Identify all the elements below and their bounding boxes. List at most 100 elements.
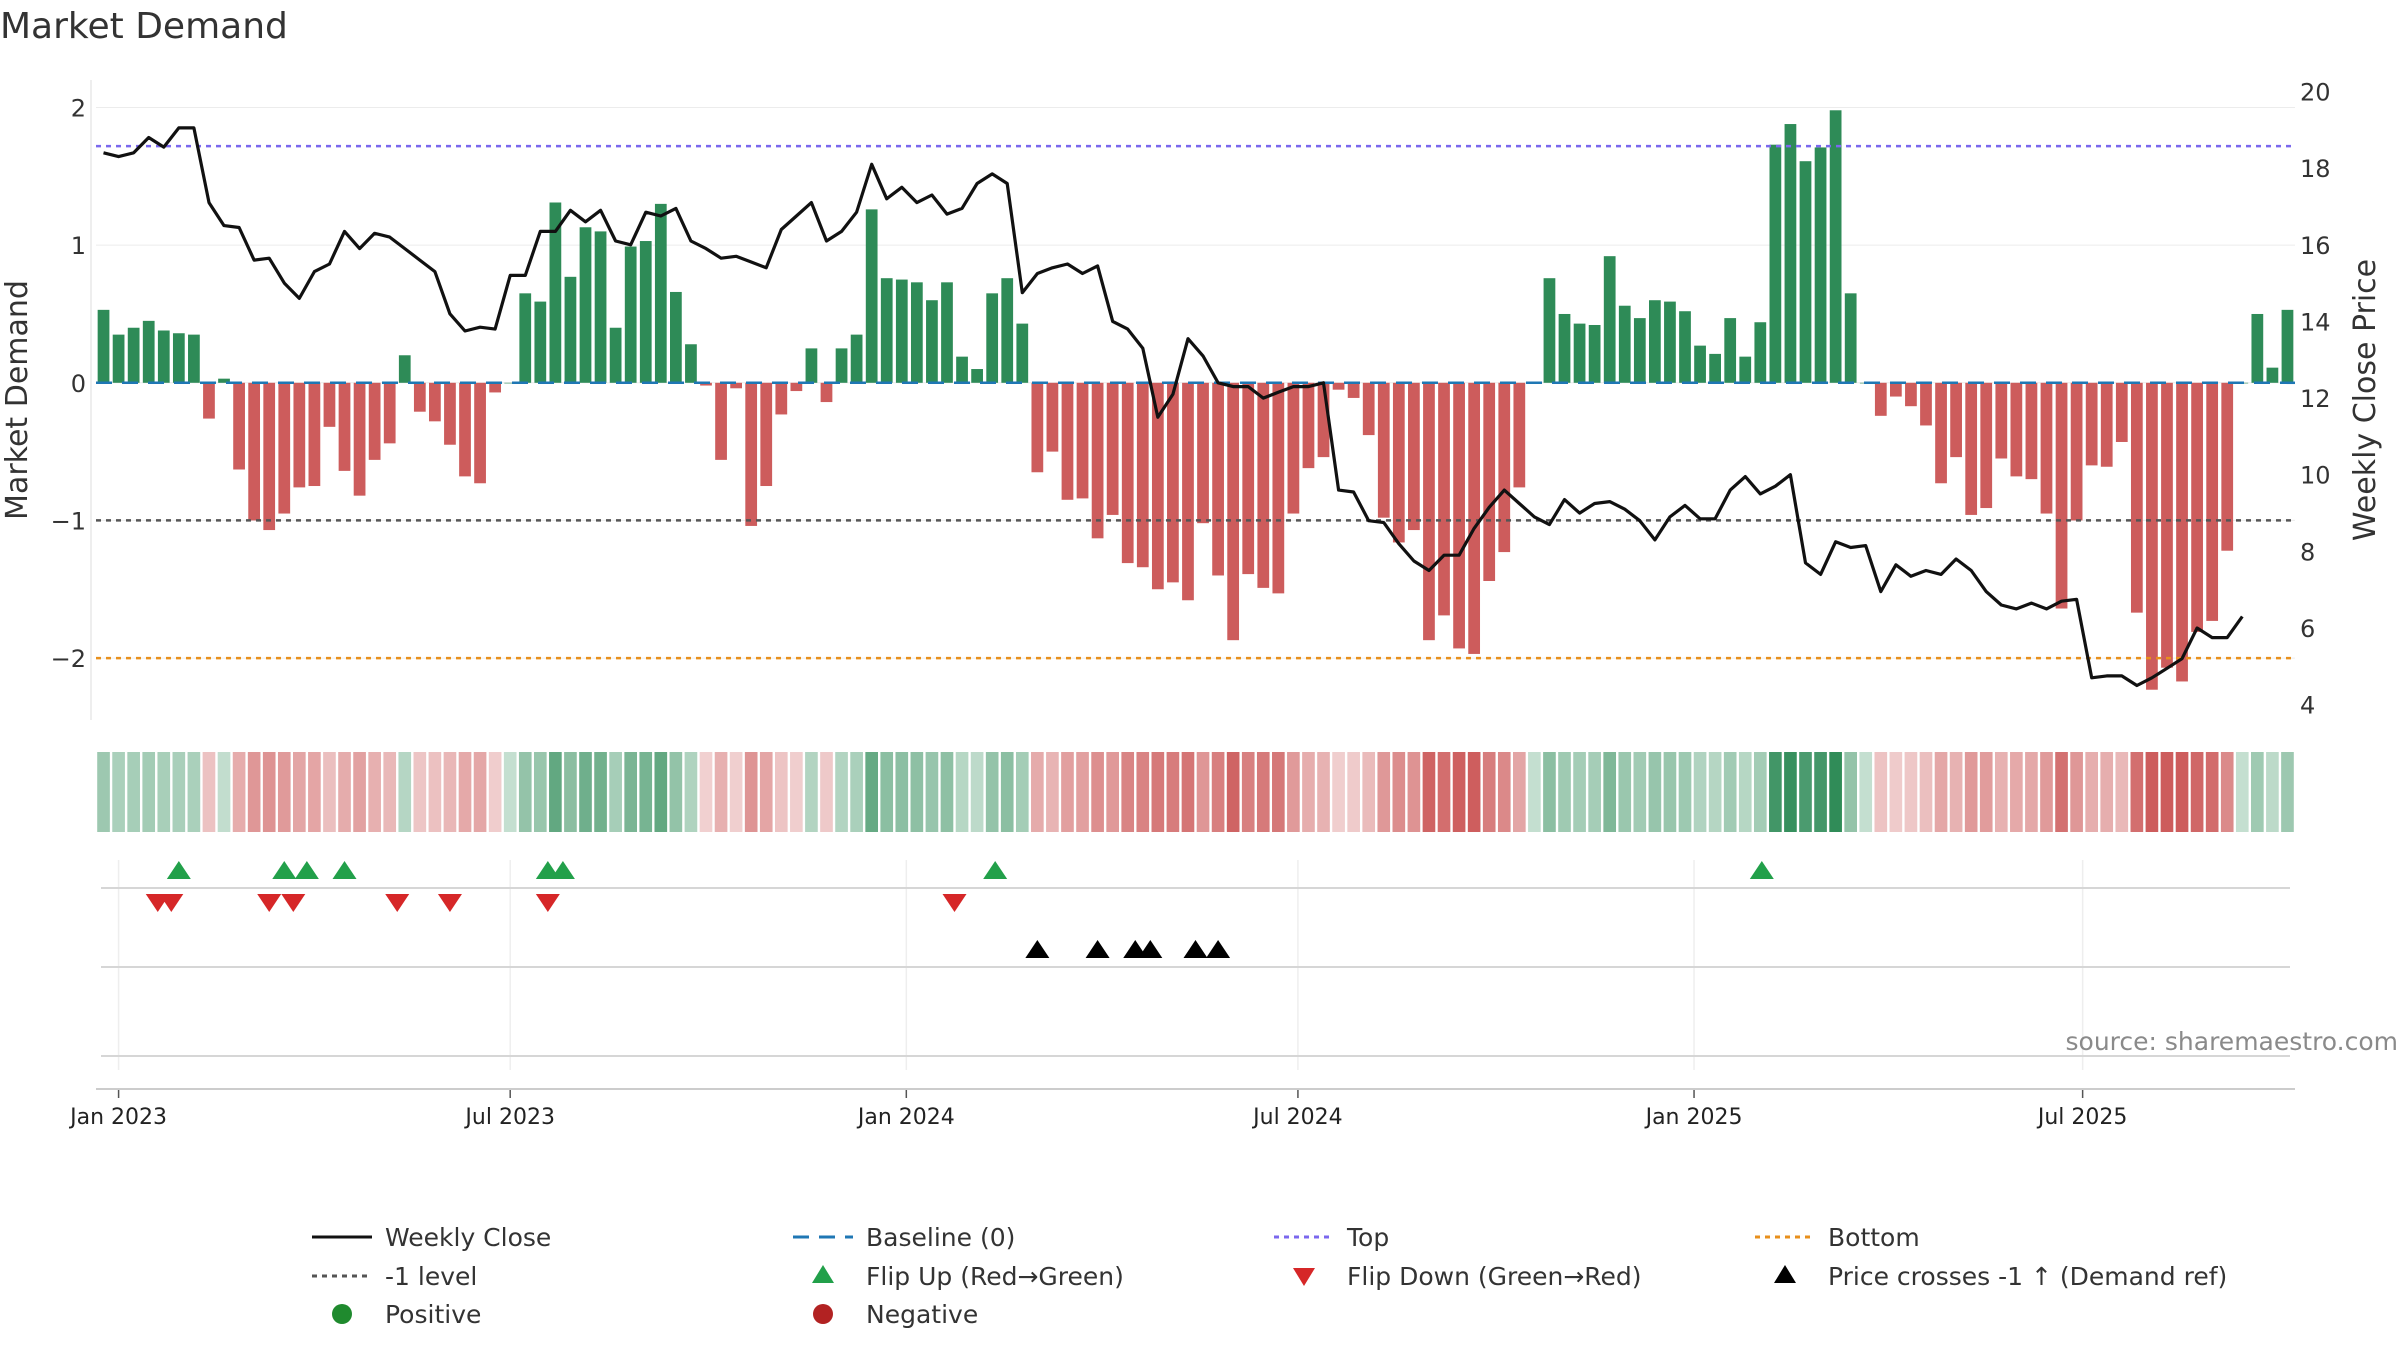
heat-cell (880, 752, 894, 832)
heat-cell (308, 752, 321, 832)
demand-bar (2221, 382, 2234, 551)
heat-cell (1467, 752, 1481, 832)
date-tick-label: Jul 2024 (1251, 1105, 1343, 1130)
right-tick-label: 12 (2300, 385, 2331, 413)
right-tick-label: 20 (2300, 78, 2331, 106)
heat-cell (323, 752, 336, 832)
heat-cell (850, 752, 863, 832)
heat-cell (579, 752, 592, 832)
legend-price-cross-marker (1774, 1265, 1796, 1283)
heat-cell (1076, 752, 1089, 832)
demand-bar (1649, 300, 1661, 383)
demand-bar (1799, 161, 1812, 383)
heat-cell (940, 752, 954, 832)
demand-bar (444, 382, 456, 445)
demand-bar (1136, 382, 1149, 568)
heat-cell (639, 752, 653, 832)
demand-bar (1558, 313, 1571, 383)
heat-cell (1693, 752, 1707, 832)
demand-bar (654, 203, 667, 383)
demand-bar (2191, 382, 2203, 632)
demand-bar (248, 382, 261, 521)
heat-cell (805, 752, 818, 832)
heat-cell (1226, 752, 1240, 832)
heat-cell (1031, 752, 1044, 832)
right-tick-label: 10 (2300, 462, 2331, 490)
heat-cell (1332, 752, 1345, 832)
legend-flip-down-label: Flip Down (Green→Red) (1347, 1262, 1642, 1291)
demand-bar (489, 382, 502, 393)
date-axis-ticks: Jan 2023 Jul 2023 Jan 2024 Jul 2024 Jan 2025… (68, 1090, 2127, 1130)
legend-positive-dot (332, 1304, 352, 1324)
demand-bar (1332, 382, 1345, 390)
right-tick-label: 18 (2300, 155, 2331, 183)
demand-bar (1965, 382, 1978, 515)
heat-cell (985, 752, 999, 832)
demand-bar (745, 382, 758, 526)
price-cross-marker (1138, 940, 1163, 958)
price-line-group (103, 126, 2244, 688)
heat-cell (654, 752, 668, 832)
demand-bar (1272, 382, 1285, 594)
demand-bar (112, 334, 125, 383)
heat-cell (1528, 752, 1541, 832)
heat-cell (1287, 752, 1300, 832)
demand-bar (1362, 382, 1375, 436)
demand-bar (1408, 382, 1420, 531)
left-tick-label: 0 (71, 370, 86, 398)
demand-bar (1091, 382, 1104, 539)
heat-cell (1136, 752, 1150, 832)
demand-bar (609, 327, 622, 383)
flip-down-marker (281, 894, 306, 912)
heat-cell (1558, 752, 1571, 832)
legend-weekly-close-label: Weekly Close (385, 1223, 551, 1252)
heat-cell (232, 752, 246, 832)
heat-cell (1753, 752, 1767, 832)
flip-down-marker (535, 894, 560, 912)
legend-price-cross-label: Price crosses -1 ↑ (Demand ref) (1828, 1262, 2227, 1291)
heat-cell (1196, 752, 1210, 832)
demand-bar (549, 202, 562, 383)
heat-cell (1347, 752, 1360, 832)
left-axis-title: Market Demand (0, 280, 35, 520)
demand-bar (1588, 324, 1601, 383)
demand-bar (2176, 382, 2188, 682)
heat-cell (1874, 752, 1888, 832)
heat-cell (217, 752, 231, 832)
demand-bar (413, 382, 426, 412)
flip-up-marker (332, 861, 357, 879)
heat-cell (1678, 752, 1692, 832)
heat-cell (1663, 752, 1677, 832)
heat-cell (669, 752, 683, 832)
left-tick-label: 1 (71, 232, 86, 260)
legend-minus-one-label: -1 level (385, 1262, 477, 1291)
heat-cell (293, 752, 306, 832)
heat-cell (699, 752, 713, 832)
demand-bar (685, 344, 697, 383)
flip-up-marker (535, 861, 560, 879)
heat-cell (262, 752, 276, 832)
demand-bar (1633, 318, 1646, 383)
legend-baseline-label: Baseline (0) (866, 1223, 1015, 1252)
heat-cell (247, 752, 261, 832)
heat-cell (277, 752, 291, 832)
demand-bar (2251, 313, 2264, 383)
weekly-close-line (103, 126, 2244, 688)
demand-bar (926, 300, 938, 383)
demand-bar (1844, 293, 1857, 383)
demand-bar (1694, 345, 1706, 383)
right-tick-label: 6 (2300, 615, 2315, 643)
demand-bar (2266, 367, 2279, 383)
date-tick-label: Jan 2024 (856, 1105, 955, 1130)
heat-cell (2025, 752, 2038, 832)
demand-bar (1950, 382, 1962, 458)
demand-bar (2010, 382, 2023, 477)
heat-cell (1181, 752, 1195, 832)
heat-cell (2115, 752, 2129, 832)
heat-cell (1814, 752, 1827, 832)
demand-bar (956, 356, 968, 383)
demand-bar (1498, 382, 1511, 553)
demand-bar (308, 382, 321, 487)
demand-bar (2085, 382, 2098, 466)
heat-cell (2040, 752, 2053, 832)
